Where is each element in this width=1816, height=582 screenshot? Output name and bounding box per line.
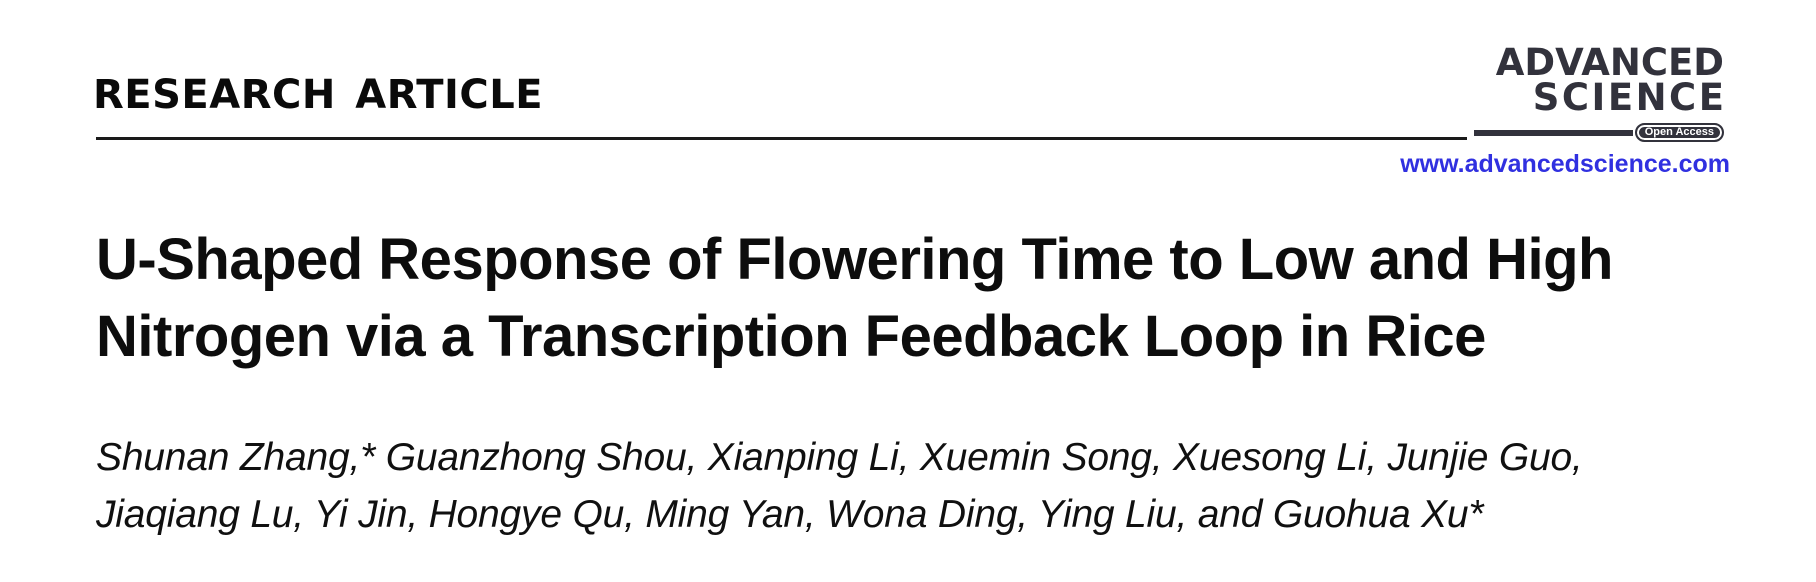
logo-bar bbox=[1474, 129, 1633, 136]
journal-website-link[interactable]: www.advancedscience.com bbox=[1400, 150, 1730, 178]
header-divider bbox=[96, 137, 1467, 140]
logo-bar-row: Open Access bbox=[1474, 123, 1724, 142]
article-title: U-Shaped Response of Flowering Time to L… bbox=[96, 221, 1613, 375]
advanced-science-logo: ADVANCED SCIENCE Open Access bbox=[1474, 41, 1727, 142]
journal-name-line1: ADVANCED bbox=[1495, 41, 1724, 84]
author-line-1: Shunan Zhang,* Guanzhong Shou, Xianping … bbox=[96, 436, 1583, 479]
article-type-label: RESEARCH ARTICLE bbox=[93, 72, 544, 118]
author-list: Shunan Zhang,* Guanzhong Shou, Xianping … bbox=[96, 429, 1583, 543]
author-line-2: Jiaqiang Lu, Yi Jin, Hongye Qu, Ming Yan… bbox=[96, 493, 1484, 536]
article-title-line-1: U-Shaped Response of Flowering Time to L… bbox=[96, 227, 1613, 292]
journal-name-line2: SCIENCE bbox=[1532, 76, 1727, 119]
open-access-badge: Open Access bbox=[1634, 123, 1724, 142]
article-title-line-2: Nitrogen via a Transcription Feedback Lo… bbox=[96, 304, 1486, 369]
